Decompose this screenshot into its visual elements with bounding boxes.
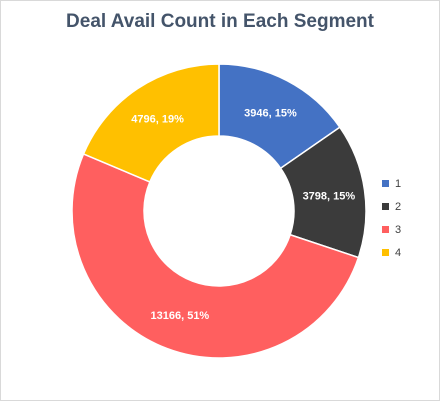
slice-label-1: 3946, 15%	[244, 108, 297, 120]
slice-label-2: 3798, 15%	[303, 190, 356, 202]
legend-swatch-1	[382, 180, 389, 187]
donut-slices	[71, 63, 367, 359]
legend-label-4: 4	[395, 247, 401, 259]
legend-swatch-4	[382, 249, 389, 256]
legend-swatch-3	[382, 226, 389, 233]
legend-label-2: 2	[395, 201, 401, 213]
slice-label-4: 4796, 19%	[131, 114, 184, 126]
slice-labels: 3946, 15% 3798, 15% 13166, 51% 4796, 19%	[131, 108, 355, 322]
donut-slice-4	[82, 63, 220, 183]
legend-swatch-2	[382, 203, 389, 210]
slice-label-3: 13166, 51%	[151, 310, 210, 322]
chart-legend: 1 2 3 4	[382, 178, 401, 259]
legend-label-3: 3	[395, 224, 401, 236]
legend-label-1: 1	[395, 178, 401, 190]
chart-title: Deal Avail Count in Each Segment	[66, 11, 374, 32]
donut-slice-3	[71, 152, 360, 359]
